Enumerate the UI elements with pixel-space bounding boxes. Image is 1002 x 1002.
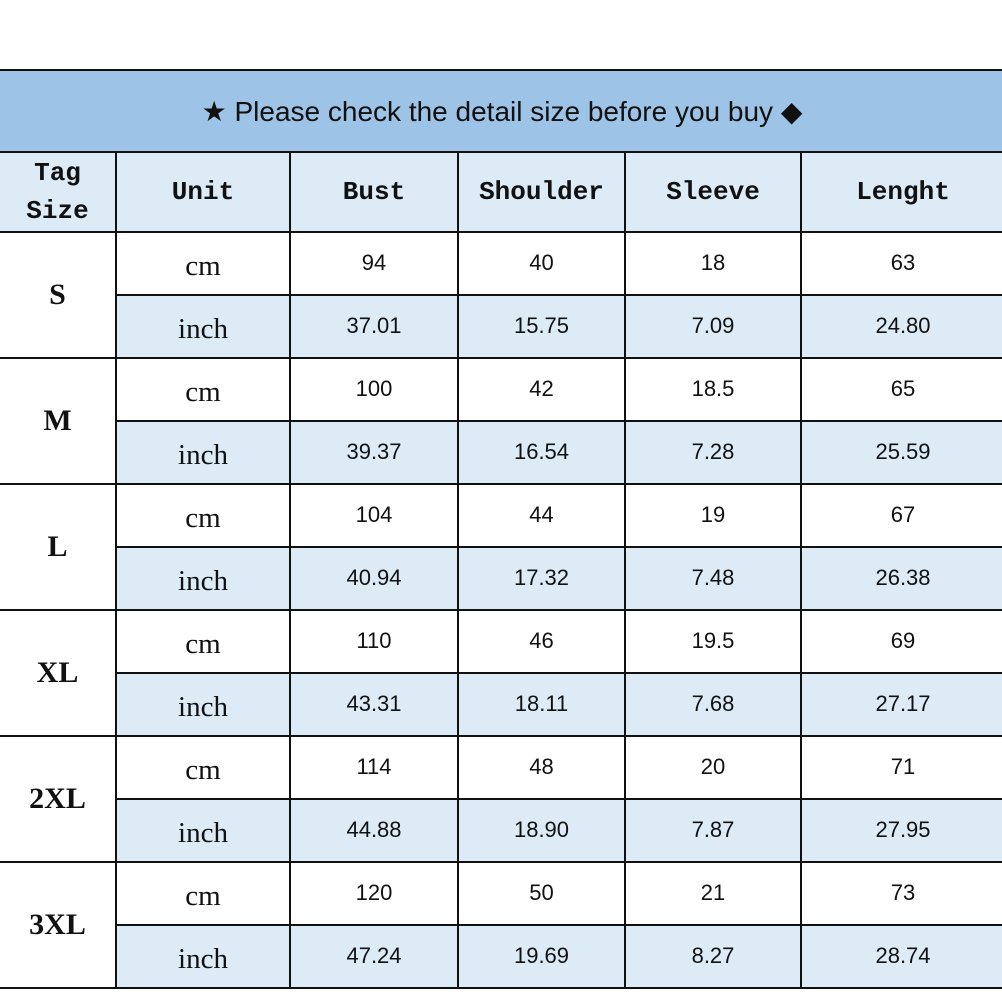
bust-cell: 39.37 [289, 420, 459, 485]
unit-cell: cm [115, 357, 291, 422]
shoulder-cell: 15.75 [457, 294, 626, 359]
bust-cell: 43.31 [289, 672, 459, 737]
header-unit: Unit [115, 151, 291, 233]
unit-cell: cm [115, 861, 291, 926]
sleeve-cell: 18.5 [624, 357, 802, 422]
unit-cell: cm [115, 483, 291, 548]
bust-cell: 47.24 [289, 924, 459, 989]
length-cell: 67 [800, 483, 1002, 548]
sleeve-cell: 19.5 [624, 609, 802, 674]
sleeve-cell: 20 [624, 735, 802, 800]
header-bust: Bust [289, 151, 459, 233]
size-row-cm: XL cm 110 46 19.5 69 [0, 609, 1002, 737]
bust-cell: 37.01 [289, 294, 459, 359]
tag-size-cell: M [0, 357, 117, 485]
size-row-inch: inch 44.88 18.90 7.87 27.95 [0, 798, 1002, 863]
size-row-cm: 2XL cm 114 48 20 71 [0, 735, 1002, 863]
length-cell: 65 [800, 357, 1002, 422]
header-tag-size: Tag Size [0, 151, 117, 233]
header-shoulder: Shoulder [457, 151, 626, 233]
unit-cell: inch [115, 672, 291, 737]
shoulder-cell: 46 [457, 609, 626, 674]
shoulder-cell: 44 [457, 483, 626, 548]
bust-cell: 114 [289, 735, 459, 800]
unit-cell: cm [115, 609, 291, 674]
bust-cell: 40.94 [289, 546, 459, 611]
length-cell: 71 [800, 735, 1002, 800]
size-chart-table: ★ Please check the detail size before yo… [0, 69, 1002, 989]
header-sleeve: Sleeve [624, 151, 802, 233]
shoulder-cell: 40 [457, 231, 626, 296]
bust-cell: 94 [289, 231, 459, 296]
sleeve-cell: 8.27 [624, 924, 802, 989]
unit-cell: cm [115, 735, 291, 800]
length-cell: 27.95 [800, 798, 1002, 863]
length-cell: 26.38 [800, 546, 1002, 611]
shoulder-cell: 48 [457, 735, 626, 800]
size-row-cm: 3XL cm 120 50 21 73 [0, 861, 1002, 989]
sleeve-cell: 7.68 [624, 672, 802, 737]
size-row-inch: inch 40.94 17.32 7.48 26.38 [0, 546, 1002, 611]
unit-cell: inch [115, 546, 291, 611]
sleeve-cell: 7.48 [624, 546, 802, 611]
length-cell: 27.17 [800, 672, 1002, 737]
unit-cell: inch [115, 294, 291, 359]
size-row-inch: inch 43.31 18.11 7.68 27.17 [0, 672, 1002, 737]
shoulder-cell: 18.11 [457, 672, 626, 737]
shoulder-cell: 18.90 [457, 798, 626, 863]
unit-cell: inch [115, 420, 291, 485]
shoulder-cell: 19.69 [457, 924, 626, 989]
bust-cell: 100 [289, 357, 459, 422]
sleeve-cell: 18 [624, 231, 802, 296]
length-cell: 28.74 [800, 924, 1002, 989]
size-chart-title: ★ Please check the detail size before yo… [0, 69, 1002, 153]
sleeve-cell: 19 [624, 483, 802, 548]
sleeve-cell: 21 [624, 861, 802, 926]
length-cell: 73 [800, 861, 1002, 926]
length-cell: 24.80 [800, 294, 1002, 359]
header-row: Tag Size Unit Bust Shoulder Sleeve Lengh… [0, 151, 1002, 233]
bust-cell: 104 [289, 483, 459, 548]
bust-cell: 110 [289, 609, 459, 674]
size-row-inch: inch 47.24 19.69 8.27 28.74 [0, 924, 1002, 989]
tag-size-cell: 3XL [0, 861, 117, 989]
shoulder-cell: 17.32 [457, 546, 626, 611]
tag-size-cell: S [0, 231, 117, 359]
tag-size-cell: L [0, 483, 117, 611]
bust-cell: 44.88 [289, 798, 459, 863]
length-cell: 63 [800, 231, 1002, 296]
length-cell: 69 [800, 609, 1002, 674]
tag-size-cell: XL [0, 609, 117, 737]
unit-cell: inch [115, 798, 291, 863]
shoulder-cell: 50 [457, 861, 626, 926]
unit-cell: inch [115, 924, 291, 989]
shoulder-cell: 16.54 [457, 420, 626, 485]
header-length: Lenght [800, 151, 1002, 233]
length-cell: 25.59 [800, 420, 1002, 485]
size-row-inch: inch 37.01 15.75 7.09 24.80 [0, 294, 1002, 359]
sleeve-cell: 7.09 [624, 294, 802, 359]
title-row: ★ Please check the detail size before yo… [0, 69, 1002, 153]
unit-cell: cm [115, 231, 291, 296]
shoulder-cell: 42 [457, 357, 626, 422]
sleeve-cell: 7.87 [624, 798, 802, 863]
bust-cell: 120 [289, 861, 459, 926]
tag-size-cell: 2XL [0, 735, 117, 863]
header-label: Tag Size [26, 158, 89, 226]
sleeve-cell: 7.28 [624, 420, 802, 485]
size-row-inch: inch 39.37 16.54 7.28 25.59 [0, 420, 1002, 485]
